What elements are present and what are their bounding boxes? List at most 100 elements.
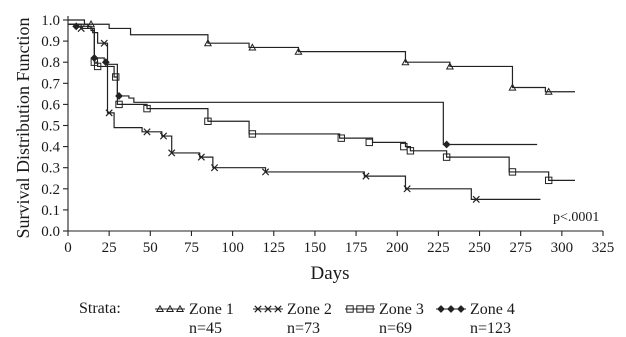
cross-marker (100, 39, 108, 47)
cross-marker (261, 168, 270, 176)
y-tick-label: 1.0 (41, 13, 60, 29)
legend-entry-zone-1: Zone 1 n=45 (155, 301, 234, 337)
x-axis-title: Days (310, 263, 349, 284)
survival-step-line (68, 19, 576, 93)
x-tick-label: 300 (551, 240, 574, 256)
square-marker (406, 147, 415, 155)
square-marker (143, 104, 151, 113)
x-tick-label: 50 (143, 240, 158, 256)
diamond-marker (90, 54, 99, 62)
diamond-marker (457, 305, 465, 313)
diamond-marker (437, 305, 445, 313)
triangle-marker (248, 43, 257, 51)
legend-label: Zone 3 (379, 301, 424, 318)
cross-marker (168, 149, 176, 157)
y-tick-label: 0.4 (41, 140, 60, 156)
triangle-marker (165, 304, 175, 313)
legend-count: n=73 (287, 320, 320, 337)
x-tick-label: 125 (263, 240, 286, 256)
x-tick-label: 325 (592, 240, 615, 256)
axes: 0.0 0.1 0.2 0.3 0.4 0.5 0.6 0.7 0.8 0.9 1.0 0 25 50 75… (41, 13, 614, 256)
diamond-marker (72, 22, 81, 31)
diamond-marker (447, 305, 455, 313)
square-marker (93, 62, 102, 71)
legend-label: Zone 4 (470, 301, 515, 318)
cross-marker (143, 128, 151, 136)
square-marker (442, 153, 451, 161)
diamond-marker (101, 58, 110, 67)
triangle-marker (203, 38, 212, 47)
x-tick-label: 225 (427, 240, 450, 256)
legend-count: n=123 (470, 320, 511, 337)
legend-entry-zone-3: Zone 3 n=69 (345, 301, 424, 337)
survival-curves (68, 19, 576, 203)
x-tick-label: 200 (386, 240, 409, 256)
survival-step-line (68, 23, 538, 146)
square-marker (346, 305, 354, 313)
x-tick-label: 0 (64, 240, 72, 256)
x-tick-label: 250 (468, 240, 491, 256)
square-marker (400, 142, 408, 151)
legend-title: Strata: (79, 300, 121, 317)
square-marker (337, 134, 345, 142)
cross-marker (362, 172, 370, 180)
p-value-annotation: p<.0001 (553, 210, 599, 225)
triangle-marker (294, 47, 303, 55)
cross-marker (403, 185, 411, 193)
square-marker (112, 73, 120, 81)
legend-count: n=45 (189, 320, 222, 337)
x-tick-label: 75 (184, 240, 199, 256)
triangle-marker (508, 83, 517, 91)
cross-marker (254, 305, 262, 313)
series-zone-1 (68, 19, 576, 95)
cross-marker (210, 164, 219, 172)
square-marker (204, 117, 212, 125)
y-tick-label: 0.0 (41, 224, 60, 240)
square-marker (356, 305, 364, 313)
y-tick-label: 0.3 (41, 161, 60, 177)
y-axis-title: Survival Distribution Function (13, 17, 33, 238)
square-marker (248, 130, 257, 138)
legend-label: Zone 1 (189, 301, 234, 318)
legend-label: Zone 2 (287, 301, 332, 318)
series-zone-4 (68, 22, 538, 149)
x-tick-label: 275 (509, 240, 532, 256)
legend-count: n=69 (379, 320, 412, 337)
series-zone-3 (68, 23, 576, 185)
cross-marker (264, 305, 272, 313)
y-tick-label: 0.7 (41, 76, 60, 92)
x-tick-label: 175 (345, 240, 368, 256)
triangle-marker (445, 62, 454, 70)
y-tick-label: 0.6 (41, 97, 60, 113)
diamond-marker (442, 140, 451, 149)
cross-marker (159, 132, 168, 140)
triangle-marker (401, 57, 410, 66)
legend-entry-zone-4: Zone 4 n=123 (436, 301, 515, 337)
y-tick-label: 0.1 (41, 203, 60, 219)
square-marker (508, 168, 517, 176)
x-tick-label: 100 (221, 240, 244, 256)
cross-marker (274, 305, 282, 313)
square-marker (366, 305, 374, 313)
x-tick-label: 150 (304, 240, 327, 256)
cross-marker (105, 109, 113, 117)
y-tick-label: 0.8 (41, 55, 60, 71)
triangle-marker (175, 304, 185, 313)
x-tick-label: 25 (102, 240, 117, 256)
triangle-marker (544, 87, 553, 95)
y-tick-label: 0.5 (41, 119, 60, 135)
cross-marker (197, 153, 205, 161)
y-tick-label: 0.9 (41, 34, 60, 50)
series-zone-2 (68, 23, 541, 203)
legend-entry-zone-2: Zone 2 n=73 (253, 301, 332, 337)
square-marker (115, 100, 123, 109)
diamond-marker (115, 92, 123, 100)
y-tick-label: 0.2 (41, 182, 60, 198)
cross-marker (472, 195, 480, 203)
triangle-marker (155, 304, 165, 313)
square-marker (365, 138, 373, 147)
survival-step-line (68, 23, 541, 200)
square-marker (544, 176, 553, 185)
